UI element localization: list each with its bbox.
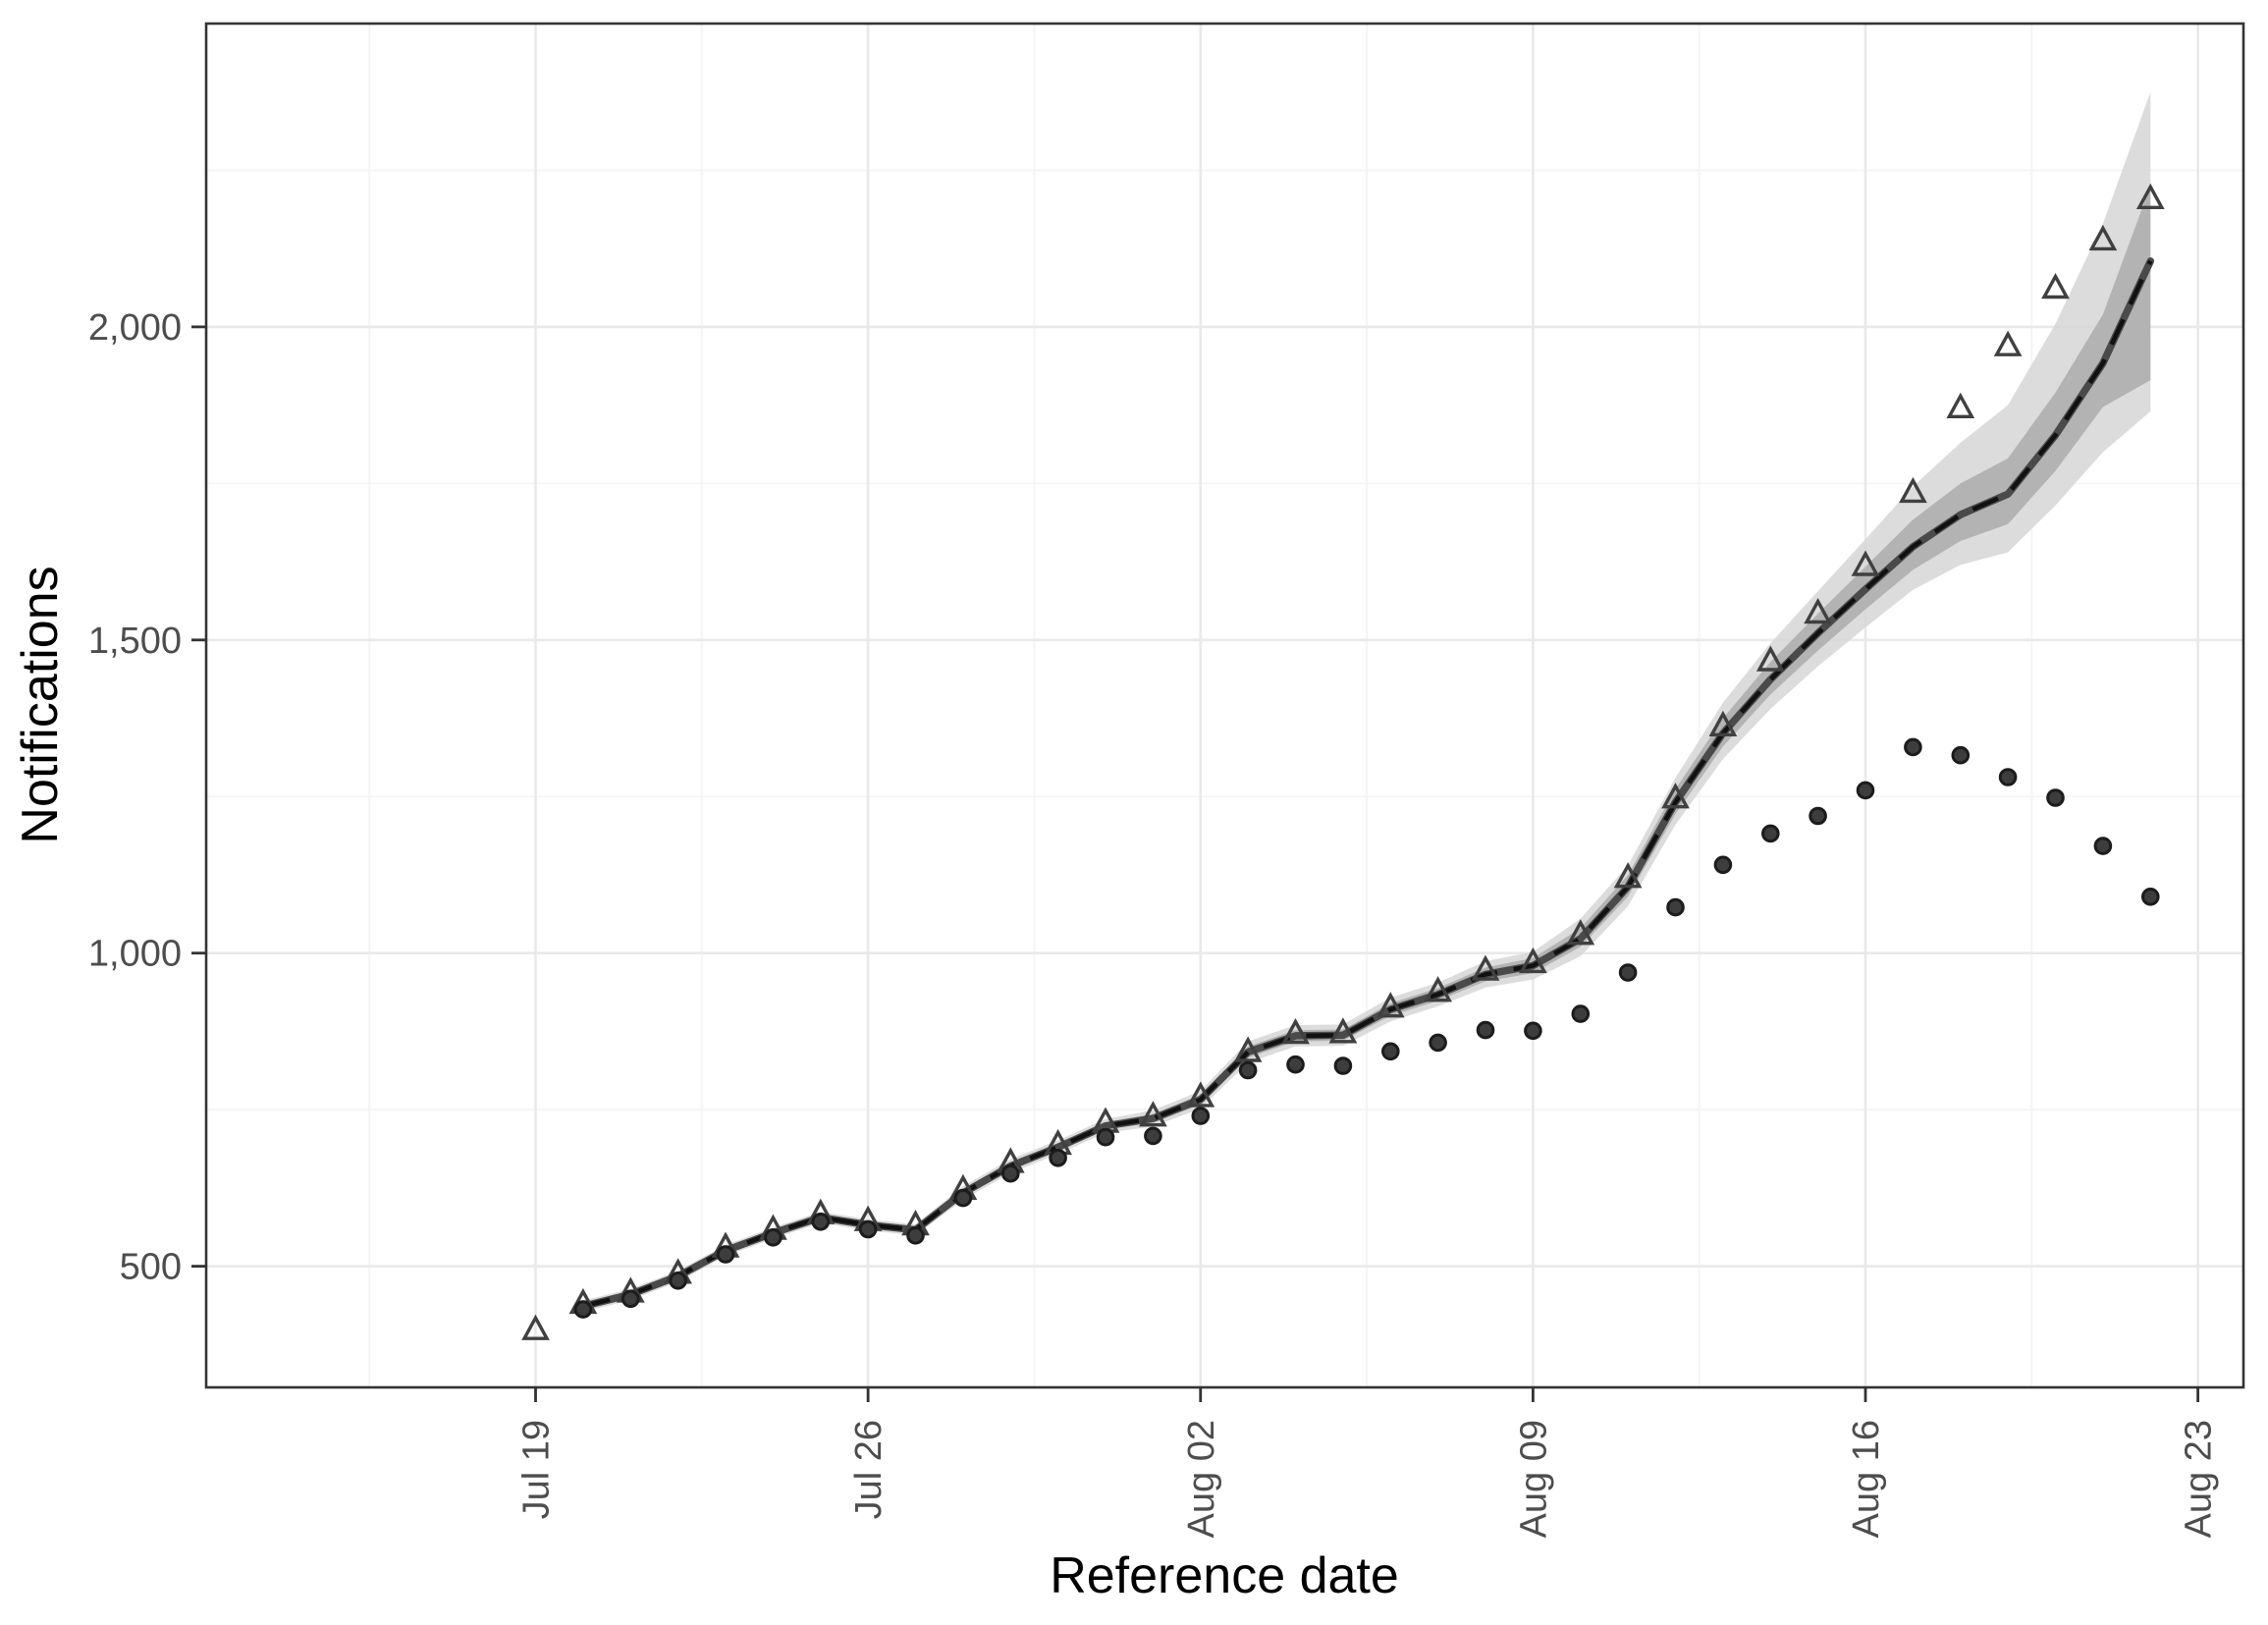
triangle-marker <box>1186 1081 1215 1108</box>
triangle-marker <box>2135 183 2165 209</box>
circle-marker <box>1286 1055 1305 1074</box>
triangle-marker <box>1471 954 1500 981</box>
y-tick-label: 500 <box>120 1247 182 1288</box>
gridlines-major <box>206 24 2243 1387</box>
triangle-marker <box>1755 645 1785 672</box>
x-tick-label: Jul 19 <box>516 1420 558 1519</box>
x-tick-label: Aug 16 <box>1846 1420 1887 1538</box>
triangle-marker <box>1328 1017 1358 1044</box>
circle-marker <box>1476 1020 1495 1040</box>
y-axis-title: Notifications <box>12 566 69 843</box>
circle-marker <box>1666 897 1685 917</box>
y-tick-label: 1,000 <box>88 934 182 975</box>
circle-marker <box>1713 855 1733 875</box>
circle-marker <box>1096 1127 1115 1147</box>
circle-marker <box>1951 745 1971 765</box>
circle-marker <box>2093 837 2113 855</box>
x-axis-tick-labels: Jul 19 Jul 26 Aug 02 Aug 09 Aug 16 Aug 23 <box>516 1420 2220 1538</box>
circle-marker <box>1524 1021 1542 1041</box>
triangle-marker <box>1519 947 1547 974</box>
triangle-marker <box>1993 330 2023 356</box>
triangle-marker <box>521 1314 550 1340</box>
circle-marker <box>1618 963 1638 982</box>
circle-marker <box>1809 806 1827 826</box>
circle-marker <box>953 1188 973 1208</box>
circle-marker <box>764 1228 783 1247</box>
circle-marker <box>716 1245 735 1264</box>
x-tick-label: Aug 09 <box>1513 1420 1554 1538</box>
axis-tick-marks <box>191 325 2200 1402</box>
x-axis-title: Reference date <box>1050 1547 1399 1604</box>
circle-marker <box>1144 1126 1162 1146</box>
circle-marker <box>1001 1164 1020 1183</box>
reported-to-date-markers <box>573 737 2160 1319</box>
circle-marker <box>1904 737 1922 757</box>
x-tick-label: Aug 23 <box>2179 1420 2220 1538</box>
circle-marker <box>1429 1033 1447 1053</box>
triangle-marker <box>1376 992 1405 1018</box>
circle-marker <box>2141 888 2160 906</box>
triangle-marker <box>1139 1101 1167 1127</box>
triangle-marker <box>1661 783 1690 809</box>
circle-marker <box>1191 1107 1211 1125</box>
circle-marker <box>1856 781 1875 800</box>
triangle-marker <box>1424 976 1452 1002</box>
triangle-marker <box>1851 550 1880 576</box>
circle-marker <box>1381 1042 1400 1061</box>
circle-marker <box>1333 1056 1353 1075</box>
triangle-marker <box>1708 710 1738 736</box>
x-tick-label: Aug 02 <box>1181 1420 1222 1538</box>
circle-marker <box>621 1289 640 1309</box>
triangle-marker <box>1804 597 1832 624</box>
circle-marker <box>1998 768 2018 786</box>
circle-marker <box>1238 1060 1258 1080</box>
triangle-marker <box>1566 919 1595 946</box>
median-line-dashed <box>582 259 2153 1309</box>
circle-marker <box>1761 824 1780 843</box>
circle-marker <box>2046 788 2065 807</box>
final-notification-markers <box>521 183 2165 1340</box>
circle-marker <box>811 1213 831 1231</box>
panel-border <box>204 22 2245 1389</box>
y-tick-label: 1,500 <box>88 621 182 662</box>
circle-marker <box>1049 1149 1067 1167</box>
circle-marker <box>573 1300 593 1319</box>
gridlines-minor <box>206 24 2243 1387</box>
y-axis-tick-labels: 500 1,000 1,500 2,000 <box>88 307 182 1288</box>
nowcast-median-line <box>579 257 2155 1311</box>
triangle-marker <box>1233 1036 1263 1062</box>
circle-marker <box>669 1272 687 1290</box>
circle-marker <box>1571 1004 1591 1023</box>
triangle-marker <box>1899 476 1927 504</box>
x-tick-label: Jul 26 <box>848 1420 890 1519</box>
circle-marker <box>906 1226 925 1245</box>
y-tick-label: 2,000 <box>88 307 182 349</box>
circle-marker <box>858 1219 878 1239</box>
triangle-marker <box>1946 392 1975 418</box>
triangle-marker <box>2041 272 2070 299</box>
triangle-marker <box>1281 1017 1310 1045</box>
triangle-marker <box>2088 224 2118 251</box>
triangle-marker <box>1613 862 1643 889</box>
